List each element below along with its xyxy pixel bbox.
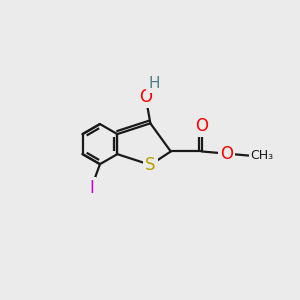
Text: I: I — [89, 179, 94, 197]
Text: S: S — [145, 156, 156, 174]
Text: O: O — [220, 145, 233, 163]
Text: O: O — [139, 88, 152, 106]
Text: H: H — [148, 76, 160, 91]
Text: O: O — [195, 117, 208, 135]
Text: CH₃: CH₃ — [250, 149, 273, 162]
